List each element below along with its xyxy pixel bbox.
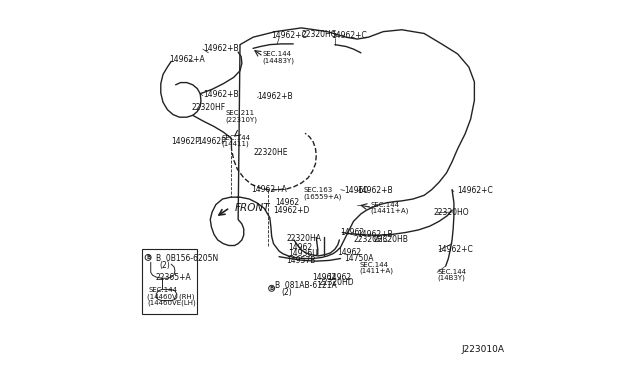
Text: SEC.144: SEC.144	[221, 135, 250, 141]
Text: 14962+B: 14962+B	[203, 44, 239, 53]
Text: 14962: 14962	[340, 228, 365, 237]
Bar	[142, 249, 197, 314]
Text: B  0B156-6205N: B 0B156-6205N	[156, 254, 219, 263]
Text: 14962+B: 14962+B	[357, 186, 393, 195]
Text: 14962+B: 14962+B	[357, 230, 393, 239]
Text: 14962+D: 14962+D	[273, 206, 310, 215]
Text: 14750A: 14750A	[344, 254, 374, 263]
Text: (14B3Y): (14B3Y)	[437, 275, 465, 281]
Text: 22320HF: 22320HF	[191, 103, 226, 112]
Text: SEC.144: SEC.144	[148, 287, 177, 293]
Text: 14962+B: 14962+B	[257, 92, 292, 101]
Text: 22320HO: 22320HO	[433, 208, 469, 217]
Text: 14962P: 14962P	[172, 137, 200, 146]
Text: 22320HA: 22320HA	[287, 234, 321, 243]
Text: (2): (2)	[281, 288, 292, 296]
Text: (22310Y): (22310Y)	[225, 116, 257, 123]
Text: 14962+C: 14962+C	[271, 31, 307, 40]
Text: 14962P: 14962P	[197, 137, 226, 146]
Text: 22320HE: 22320HE	[253, 148, 287, 157]
Text: (14483Y): (14483Y)	[262, 57, 294, 64]
Text: 14962: 14962	[312, 273, 337, 282]
Text: 14962: 14962	[328, 273, 351, 282]
Text: (2): (2)	[159, 261, 170, 270]
Text: SEC.211: SEC.211	[225, 110, 254, 116]
Text: SEC.163: SEC.163	[303, 187, 333, 193]
Text: 22320HD: 22320HD	[318, 278, 354, 287]
Text: 14962+C: 14962+C	[331, 31, 367, 40]
Text: 14962+A: 14962+A	[170, 55, 205, 64]
Text: 22320HC: 22320HC	[353, 235, 388, 244]
Text: SEC.144: SEC.144	[359, 262, 388, 268]
Text: 14936U: 14936U	[289, 249, 318, 258]
Text: J223010A: J223010A	[461, 345, 504, 354]
Text: 22365+A: 22365+A	[156, 273, 191, 282]
Text: B  081AB-6121A: B 081AB-6121A	[275, 281, 337, 290]
Text: 14962: 14962	[275, 198, 300, 207]
Text: 22320HG: 22320HG	[301, 30, 337, 39]
Text: B: B	[269, 286, 274, 291]
Text: 14962+A: 14962+A	[251, 185, 287, 194]
Text: FRONT: FRONT	[234, 203, 270, 213]
Text: (16559+A): (16559+A)	[303, 193, 342, 200]
Text: 14962+C: 14962+C	[437, 245, 473, 254]
Text: (14411): (14411)	[221, 141, 249, 147]
Text: SEC.144: SEC.144	[437, 269, 466, 275]
Text: 14960: 14960	[344, 186, 369, 195]
Text: 14962: 14962	[289, 243, 312, 252]
Text: (1411+A): (1411+A)	[359, 268, 393, 275]
Text: (14411+A): (14411+A)	[370, 208, 408, 214]
Text: 14962+B: 14962+B	[203, 90, 239, 99]
Text: SEC.144: SEC.144	[370, 202, 399, 208]
Text: 14962: 14962	[337, 248, 361, 257]
Text: 14957B: 14957B	[287, 256, 316, 265]
Text: SEC.144: SEC.144	[262, 51, 291, 57]
Text: B: B	[146, 255, 150, 260]
Text: 14962+C: 14962+C	[458, 186, 493, 195]
Text: (14460VE(LH): (14460VE(LH)	[147, 300, 196, 307]
Text: 22320HB: 22320HB	[374, 235, 409, 244]
Text: (14460V (RH): (14460V (RH)	[147, 294, 195, 300]
